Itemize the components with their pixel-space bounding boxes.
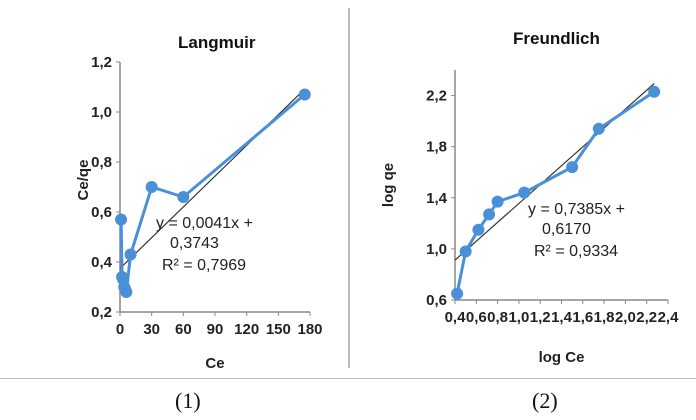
data-point	[472, 223, 485, 236]
data-point	[177, 191, 190, 203]
equation-intercept: 0,6170	[542, 221, 591, 238]
y-tick-label: 1,8	[426, 139, 447, 156]
x-tick-label: 1,4	[551, 309, 573, 326]
y-tick-label: 0,2	[91, 304, 112, 321]
x-axis-label: Ce	[205, 355, 224, 372]
x-tick-label: 150	[266, 321, 291, 338]
x-tick-label: 120	[234, 321, 259, 338]
data-point	[115, 213, 128, 226]
data-point	[120, 286, 133, 298]
x-tick-label: 1,0	[508, 309, 529, 326]
y-tick-label: 0,4	[91, 254, 113, 271]
data-point	[648, 85, 661, 98]
data-point	[459, 245, 472, 258]
panel-divider	[348, 8, 350, 368]
data-point	[451, 287, 464, 300]
x-tick-label: 1,8	[594, 309, 615, 326]
series-line	[455, 90, 656, 294]
data-point	[592, 122, 605, 135]
y-tick-label: 1,2	[91, 54, 112, 71]
x-tick-label: 2,4	[658, 309, 680, 326]
data-point	[124, 248, 137, 261]
data-point	[145, 181, 158, 193]
x-tick-label: 0,8	[487, 309, 508, 326]
equation-intercept: 0,3743	[170, 235, 219, 252]
x-tick-label: 90	[207, 321, 224, 338]
y-tick-label: 0,6	[91, 204, 112, 221]
data-point	[298, 88, 311, 101]
equation-label: y = 0,0041x +	[156, 215, 253, 232]
x-tick-label: 1,2	[530, 309, 551, 326]
x-tick-label: 180	[297, 321, 322, 338]
x-tick-label: 0	[116, 321, 124, 338]
data-point	[491, 195, 504, 208]
r-squared-label: R² = 0,7969	[162, 257, 246, 274]
chart-title: Freundlich	[513, 29, 600, 48]
data-point	[483, 208, 496, 221]
x-tick-label: 30	[143, 321, 160, 338]
x-tick-label: 0,6	[466, 309, 487, 326]
r-squared-label: R² = 0,9334	[534, 243, 618, 260]
x-tick-label: 2,0	[615, 309, 636, 326]
y-tick-label: 2,2	[426, 88, 447, 105]
y-tick-label: 1,0	[426, 241, 447, 258]
chart-title: Langmuir	[178, 33, 256, 52]
y-axis-label: log qe	[380, 163, 397, 207]
data-point	[566, 161, 579, 174]
x-tick-label: 1,6	[572, 309, 593, 326]
x-axis-label: log Ce	[539, 349, 585, 366]
figure-caption: (1)	[175, 388, 201, 413]
y-axis-label: Ce/qe	[75, 160, 92, 201]
x-tick-label: 60	[175, 321, 192, 338]
y-tick-label: 0,8	[91, 154, 112, 171]
x-tick-label: 0,4	[445, 309, 467, 326]
equation-label: y = 0,7385x +	[528, 201, 625, 218]
y-tick-label: 1,0	[91, 104, 112, 121]
figure-caption: (2)	[532, 388, 558, 413]
y-tick-label: 1,4	[426, 190, 448, 207]
x-tick-label: 2,2	[636, 309, 657, 326]
data-point	[518, 186, 531, 199]
caption-rule	[0, 378, 696, 379]
y-tick-label: 0,6	[426, 292, 447, 309]
